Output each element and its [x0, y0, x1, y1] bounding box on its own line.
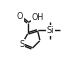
Text: S: S: [19, 40, 24, 49]
Text: OH: OH: [31, 13, 44, 22]
Text: O: O: [17, 12, 23, 21]
Text: Si: Si: [47, 26, 54, 35]
